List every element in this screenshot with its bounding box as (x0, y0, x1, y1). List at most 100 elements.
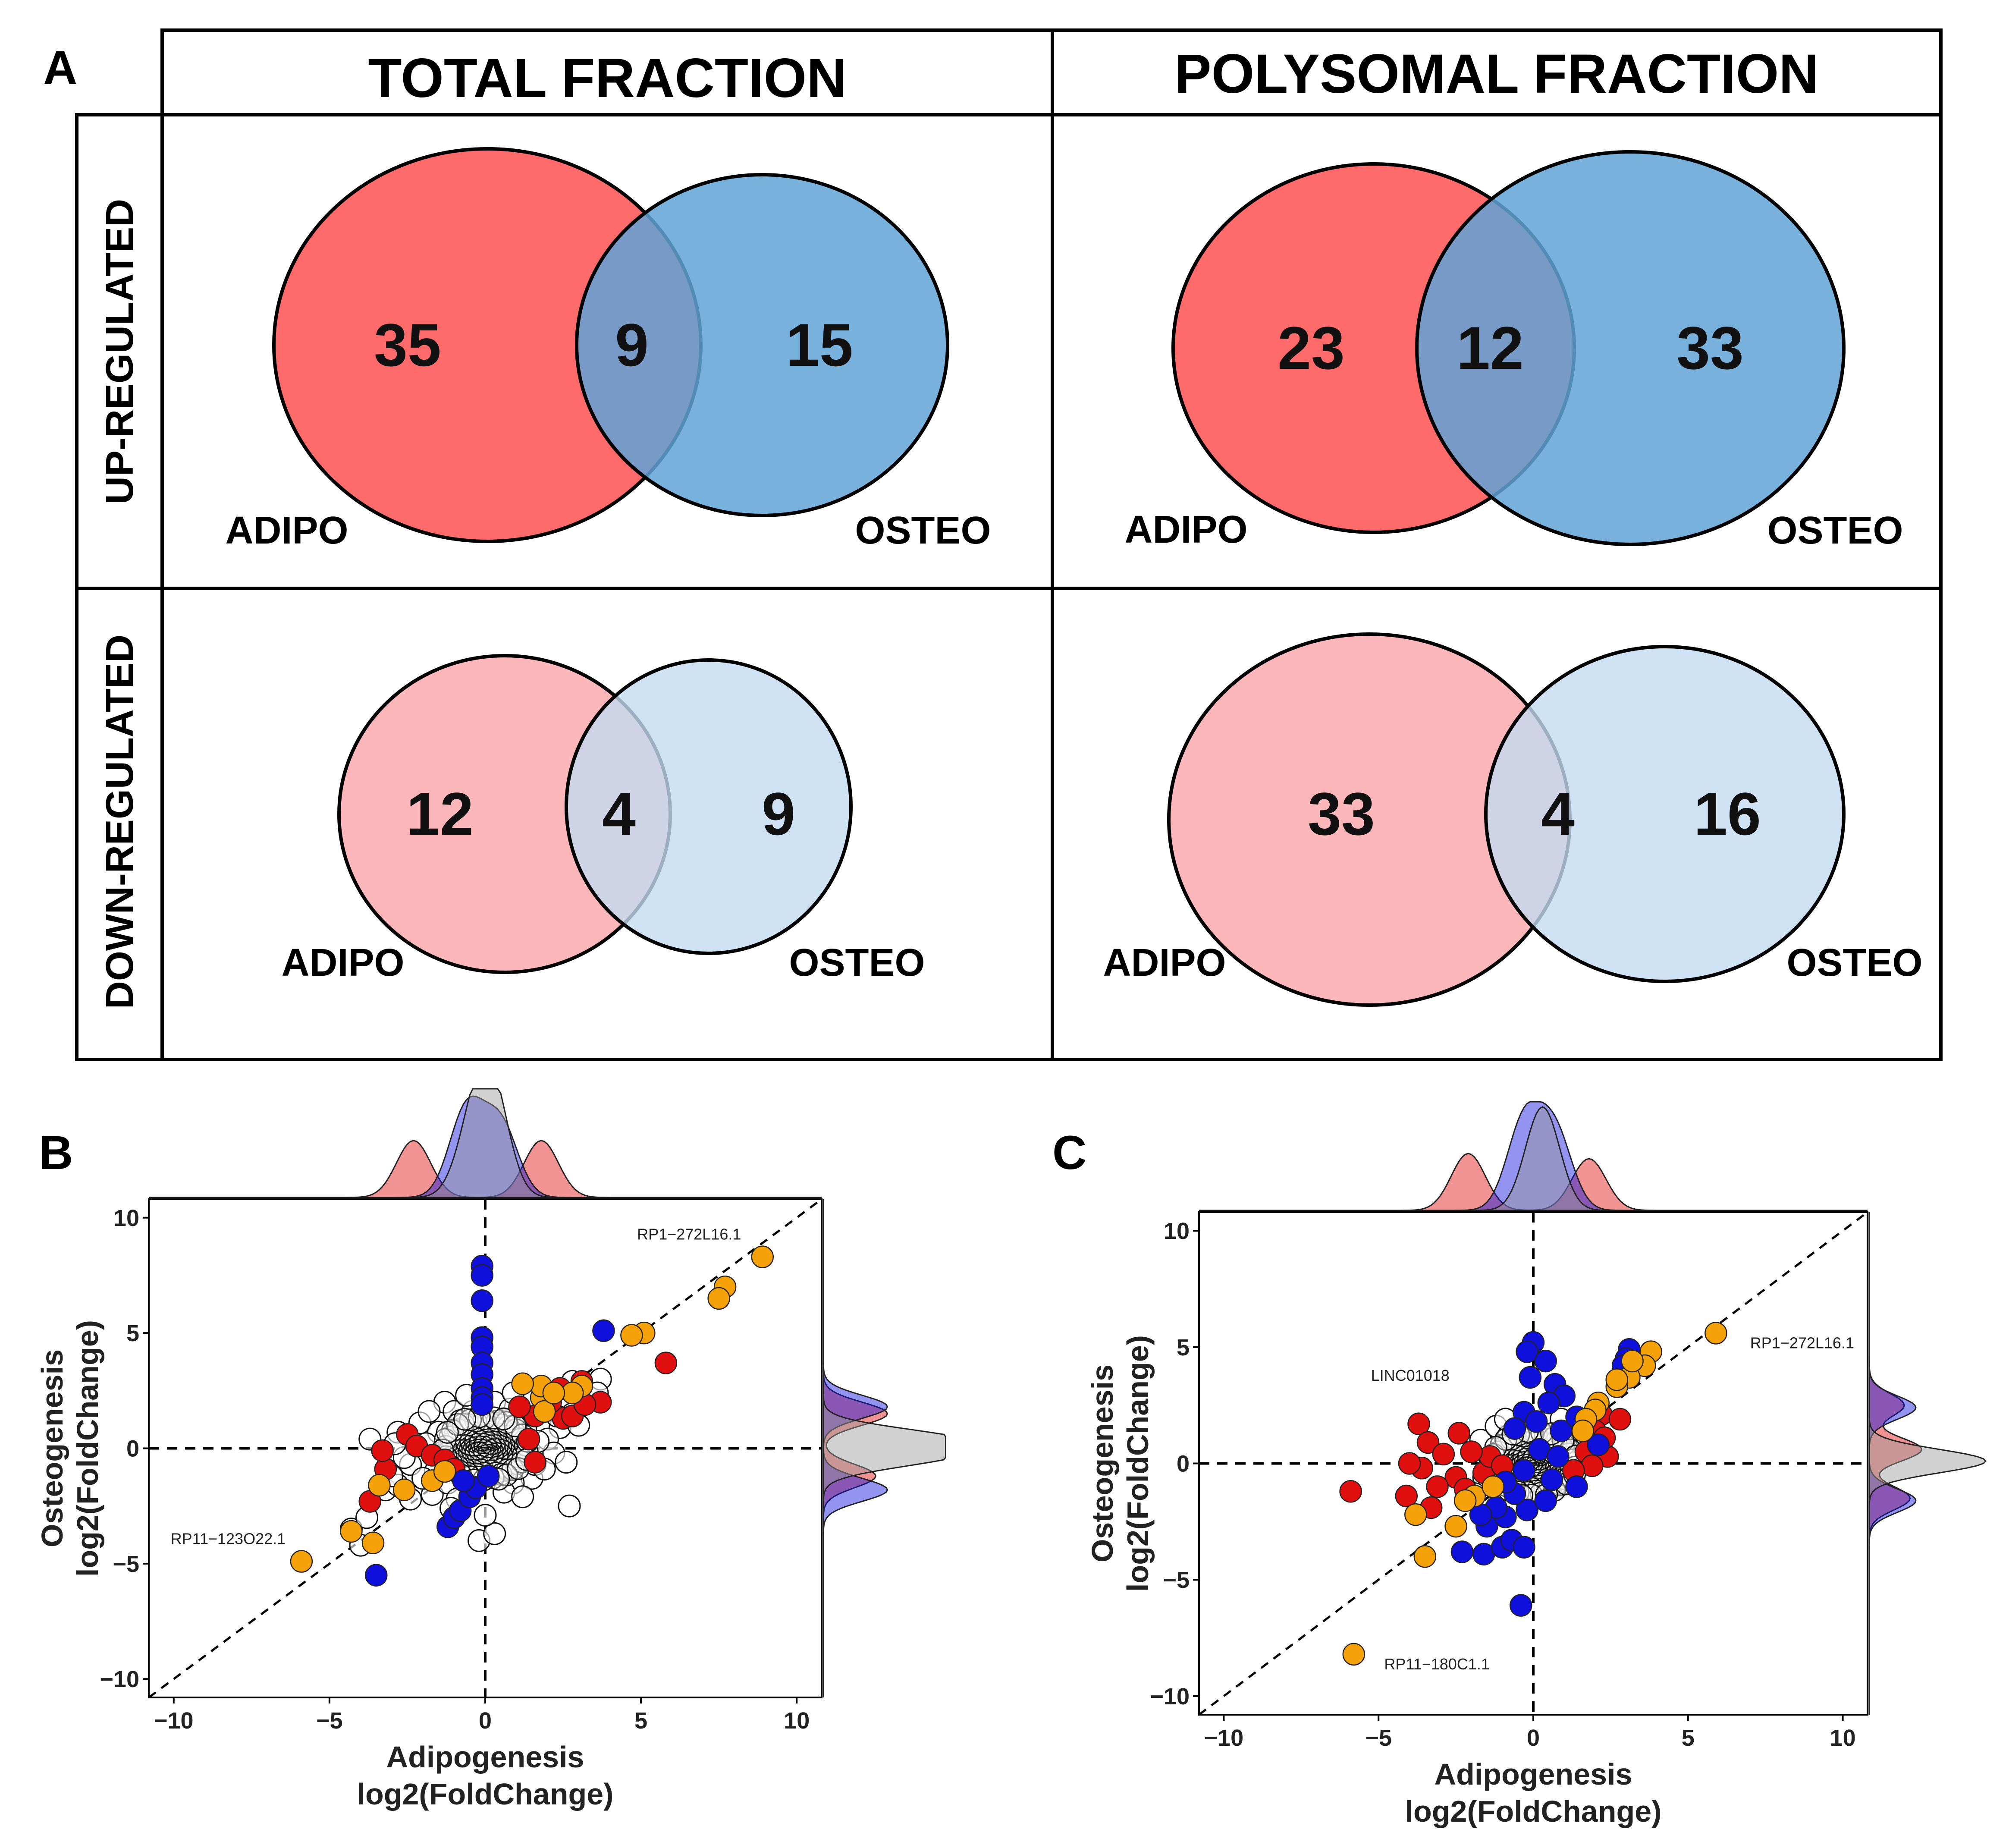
venn-adipo-only: 12 (406, 780, 474, 848)
x-tick-label: 10 (1830, 1725, 1856, 1751)
point-blue (1525, 1410, 1548, 1433)
x-axis-title: Adipogenesis (386, 1740, 584, 1774)
y-tick-label: 5 (126, 1320, 139, 1346)
venn-total-down: 12 4 9 ADIPO OSTEO (281, 654, 925, 984)
point-orange (1571, 1419, 1595, 1443)
x-tick-label: 0 (1527, 1725, 1540, 1751)
venn-label-adipo: ADIPO (281, 941, 404, 984)
venn-overlap: 4 (1541, 780, 1575, 848)
point-orange (1342, 1643, 1365, 1666)
panel-a-letter: A (43, 41, 77, 94)
annotation-label: RP1−272L16.1 (637, 1226, 741, 1243)
point-red (1608, 1408, 1632, 1431)
point-blue (452, 1469, 475, 1492)
point-orange (392, 1478, 416, 1501)
row-header-down: DOWN-REGULATED (98, 635, 141, 1009)
point-orange (620, 1324, 643, 1347)
venn-adipo-only: 23 (1278, 314, 1345, 382)
venn-label-osteo: OSTEO (1786, 941, 1922, 984)
x-tick-label: 5 (1682, 1725, 1695, 1751)
point-orange (368, 1474, 391, 1497)
x-axis-title: Adipogenesis (1435, 1757, 1632, 1791)
point-blue (477, 1465, 500, 1487)
venn-overlap: 12 (1457, 314, 1524, 382)
y-tick-label: 10 (1164, 1218, 1190, 1244)
point-orange (533, 1400, 556, 1423)
point-blue (1450, 1540, 1474, 1563)
point-blue (1513, 1536, 1535, 1559)
venn-circle-osteo (1415, 150, 1846, 546)
point-blue (1534, 1349, 1557, 1373)
point-open (558, 1494, 581, 1518)
venn-osteo-only: 9 (762, 780, 795, 848)
y-tick-label: 5 (1177, 1335, 1190, 1361)
point-blue (1540, 1468, 1563, 1491)
point-orange (361, 1531, 385, 1554)
point-orange (1605, 1368, 1628, 1391)
y-axis-title: Osteogenesis (35, 1349, 69, 1547)
point-orange (1621, 1349, 1644, 1373)
point-red (1398, 1452, 1421, 1475)
point-blue (1503, 1417, 1526, 1440)
point-red (1339, 1480, 1362, 1503)
point-blue (1547, 1445, 1570, 1468)
y-axis-subtitle: log2(FoldChange) (71, 1320, 104, 1577)
venn-label-adipo: ADIPO (1124, 508, 1247, 551)
point-open (555, 1451, 578, 1474)
point-orange (290, 1550, 313, 1573)
right-density-gray (1868, 1212, 1987, 1715)
venn-label-osteo: OSTEO (1767, 509, 1903, 552)
point-orange (1413, 1545, 1437, 1568)
point-open (474, 1504, 497, 1527)
x-tick-label: −10 (154, 1708, 194, 1734)
point-open (495, 1411, 518, 1434)
venn-polysomal-down: 33 4 16 ADIPO OSTEO (1103, 632, 1923, 1007)
point-blue (1519, 1366, 1542, 1389)
point-red (654, 1351, 678, 1374)
x-tick-label: 5 (634, 1708, 647, 1734)
y-axis-title: Osteogenesis (1086, 1364, 1119, 1562)
scatter-plot-c: RP1−272L16.1 LINC01018 RP11−180C1.1 −10 −5 0 5… (1086, 1101, 1987, 1828)
venn-osteo-only: 33 (1676, 314, 1744, 382)
point-red (1432, 1443, 1455, 1466)
point-blue (1587, 1433, 1610, 1456)
y-tick-label: 0 (126, 1436, 139, 1462)
venn-label-adipo: ADIPO (1103, 941, 1226, 984)
point-orange (1705, 1322, 1727, 1345)
x-axis-subtitle: log2(FoldChange) (357, 1777, 614, 1811)
point-open (453, 1408, 477, 1431)
point-orange (1404, 1503, 1427, 1526)
venn-overlap: 4 (602, 780, 636, 848)
annotation-label: RP11−180C1.1 (1384, 1655, 1490, 1673)
point-red (1395, 1484, 1418, 1508)
y-tick-label: −5 (1163, 1567, 1190, 1593)
right-density-gray (822, 1199, 946, 1697)
point-blue (1516, 1499, 1538, 1521)
annotation-label: RP1−272L16.1 (1750, 1334, 1854, 1351)
point-blue (1513, 1459, 1535, 1482)
x-tick-label: −5 (1365, 1725, 1392, 1751)
point-red (371, 1439, 394, 1462)
point-orange (340, 1520, 363, 1543)
panel-a-grid (75, 28, 1943, 1061)
point-blue (1534, 1489, 1557, 1512)
panel-c: C RP1−272L16.1 LINC01018 RP11−180C1.1 −10 −5… (1052, 1101, 1987, 1828)
point-open (417, 1400, 441, 1423)
point-red (1416, 1431, 1440, 1454)
points (290, 1245, 774, 1587)
point-blue (471, 1393, 494, 1416)
point-orange (542, 1381, 565, 1405)
venn-adipo-only: 35 (374, 311, 441, 379)
x-tick-label: 0 (479, 1708, 492, 1734)
y-tick-label: −10 (100, 1666, 139, 1692)
point-blue (1516, 1340, 1538, 1363)
point-blue (592, 1319, 615, 1342)
point-blue (364, 1564, 388, 1587)
y-tick-label: 10 (113, 1205, 139, 1231)
annotation-label: LINC01018 (1371, 1367, 1450, 1384)
panel-c-letter: C (1052, 1126, 1086, 1179)
point-red (508, 1395, 531, 1418)
point-orange (1453, 1489, 1477, 1512)
venn-circle-osteo (575, 173, 949, 517)
